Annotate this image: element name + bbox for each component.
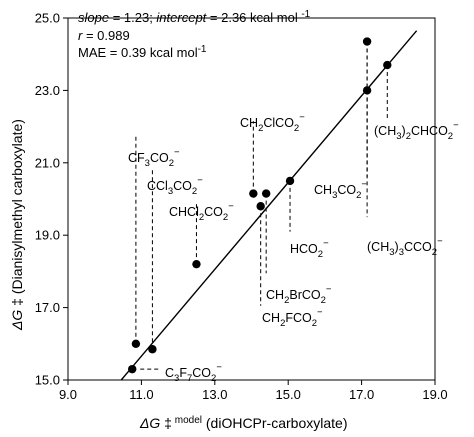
annotation-label: CCl3CO2− — [147, 175, 203, 197]
data-point — [261, 189, 271, 198]
x-axis-title: ΔG ‡ model (diOHCPr-carboxylate) — [139, 415, 347, 431]
x-tick-label: 17.0 — [349, 387, 374, 402]
annotation-label: CF3CO2− — [128, 147, 180, 169]
axis-ticks: 9.0 11.0 13.0 15.0 17.0 19.0 15.0 17.0 19.0 21.0 2… — [35, 11, 448, 403]
x-tick-label: 9.0 — [59, 387, 77, 402]
y-tick-label: 19.0 — [35, 228, 60, 243]
data-point — [256, 202, 265, 211]
data-point — [192, 259, 201, 269]
annotation-label: CH2ClCO2− — [240, 112, 305, 134]
data-point — [249, 189, 258, 198]
annotation-labels: CF3CO2− CCl3CO2− CHCl2CO2− C3F7CO2− CH2ClCO2… — [128, 112, 459, 384]
annotation-guides — [135, 41, 388, 370]
annotation-label: CHCl2CO2− — [169, 201, 234, 223]
annotation-label: (CH3)3CCO2− — [367, 236, 443, 258]
x-tick-label: 13.0 — [202, 387, 227, 402]
data-point — [131, 339, 141, 348]
y-tick-label: 25.0 — [35, 11, 60, 26]
y-axis-title: ΔG ‡ (Dianisylmethyl carboxylate) — [9, 119, 25, 331]
data-points — [128, 37, 392, 374]
y-tick-label: 23.0 — [35, 83, 60, 98]
data-point — [128, 364, 137, 374]
fit-line — [120, 30, 418, 381]
annotation-label: (CH3)2CHCO2− — [374, 120, 459, 142]
y-tick-label: 21.0 — [35, 155, 60, 170]
x-tick-label: 19.0 — [422, 387, 447, 402]
data-point — [362, 37, 372, 46]
x-tick-label: 15.0 — [276, 387, 301, 402]
annotation-label: C3F7CO2− — [165, 362, 222, 384]
annotation-label: CH3CO2− — [314, 179, 367, 201]
stat-line-3: MAE = 0.39 kcal mol-1 — [78, 44, 207, 60]
stat-line-2: r = 0.989 — [78, 28, 130, 43]
fit-line-group — [120, 30, 418, 381]
data-point — [148, 345, 157, 354]
plot-frame — [67, 17, 436, 381]
stat-line-1: slope = 1.23; intercept = 2.36 kcal mol … — [78, 9, 311, 25]
annotation-label: CH2BrCO2− — [266, 284, 332, 306]
annotation-label: CH2FCO2− — [262, 307, 323, 329]
data-point — [285, 176, 295, 186]
y-tick-label: 15.0 — [35, 373, 60, 388]
y-tick-label: 17.0 — [35, 300, 60, 315]
x-tick-label: 11.0 — [129, 387, 153, 402]
data-point — [383, 60, 392, 70]
annotation-label: HCO2− — [290, 238, 329, 260]
data-point — [362, 86, 372, 95]
